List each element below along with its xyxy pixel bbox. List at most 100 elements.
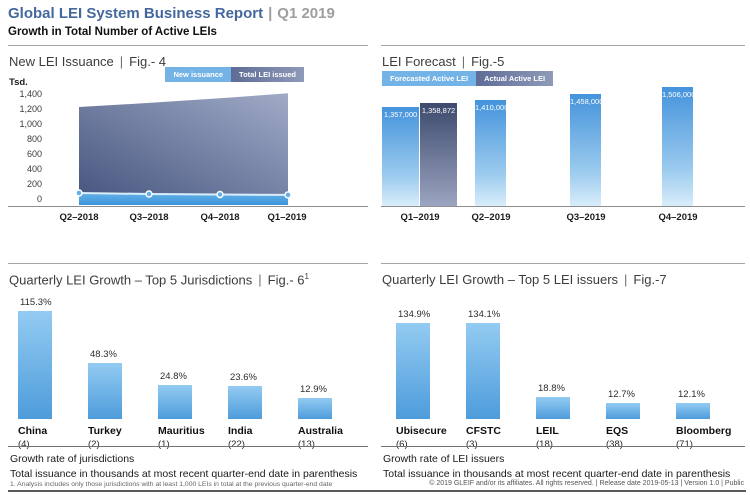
category-label: Bloomberg [676, 425, 732, 437]
category-count: (18) [536, 439, 553, 450]
fig6-fig-label: Fig.- 6 [267, 272, 305, 288]
bar-zone: 18.8% [536, 294, 570, 419]
category-label: China [18, 425, 48, 437]
fig6-caption-issuance: Total issuance in thousands at most rece… [10, 467, 358, 480]
growth-bar [466, 323, 500, 419]
category-count: (2) [88, 439, 100, 450]
report-period: Q1 2019 [277, 5, 335, 22]
section-new-lei-issuance: New LEI Issuance | Fig.- 4 New issuance To… [8, 45, 368, 264]
growth-value-label: 12.9% [300, 384, 327, 396]
bar-zone: 12.9% [298, 294, 332, 419]
category-label: Turkey [88, 425, 122, 437]
fig6-footnote: 1. Analysis includes only those jurisdic… [10, 481, 333, 488]
fig4-title: New LEI Issuance [9, 54, 114, 69]
growth-bar [536, 397, 570, 419]
category-label: Australia [298, 425, 343, 437]
growth-value-label: 12.7% [608, 388, 635, 400]
fig6-title: Quarterly LEI Growth – Top 5 Jurisdictio… [9, 272, 253, 288]
fig7-title: Quarterly LEI Growth – Top 5 LEI issuers [382, 272, 619, 287]
fig4-unit-label: Tsd. [9, 77, 28, 88]
x-axis-label: Q1–2019 [400, 212, 440, 223]
bar-column: 115.3% China (4) [18, 294, 88, 450]
growth-bar [606, 402, 640, 419]
bar-zone: 115.3% [18, 294, 52, 419]
forecast-bar: 1,410,000 [475, 100, 508, 206]
category-label: India [228, 425, 253, 437]
forecast-bar-value-label: 1,458,000 [570, 97, 604, 106]
fig4-title-row: New LEI Issuance | Fig.- 4 [9, 54, 368, 69]
bar-column: 18.8% LEIL (18) [536, 294, 606, 450]
x-axis-label: Q3–2019 [566, 212, 606, 223]
fig7-caption-growth-rate: Growth rate of LEI issuers [383, 453, 505, 465]
fig4-legend: New issuance Total LEI issued [165, 67, 304, 82]
actual-bar-value-label: 1,358,872 [421, 106, 456, 115]
y-tick-label: 600 [26, 149, 42, 159]
fig7-title-row: Quarterly LEI Growth – Top 5 LEI issuers… [382, 272, 745, 287]
bar-zone: 12.7% [606, 294, 640, 419]
category-count: (38) [606, 439, 623, 450]
report-title-row: Global LEI System Business Report | Q1 201… [8, 5, 335, 22]
fig4-data-marker [216, 190, 224, 199]
fig7-title-separator: | [624, 272, 628, 287]
category-label: Mauritius [158, 425, 205, 437]
bar-column: 48.3% Turkey (2) [88, 294, 158, 450]
fig4-fig-label: Fig.- 4 [129, 54, 167, 69]
growth-value-label: 134.1% [468, 309, 501, 321]
section-top5-jurisdictions: Quarterly LEI Growth – Top 5 Jurisdictio… [8, 263, 368, 495]
category-label: LEIL [536, 425, 559, 437]
fig4-data-marker [284, 191, 292, 199]
fig4-area-chart [63, 91, 303, 207]
bar-column: 23.6% India (22) [228, 294, 298, 450]
x-axis-label: Q3–2018 [129, 212, 169, 223]
y-tick-label: 1,400 [19, 89, 42, 99]
bar-column: 134.9% Ubisecure (6) [396, 294, 466, 450]
category-label: EQS [606, 425, 629, 437]
category-label: CFSTC [466, 425, 501, 437]
x-axis-label: Q4–2019 [658, 212, 698, 223]
category-count: (22) [228, 439, 245, 450]
category-count: (1) [158, 439, 170, 450]
y-tick-label: 800 [26, 134, 42, 144]
growth-bar [298, 398, 332, 419]
fig6-footnote-marker: 1 [304, 272, 309, 281]
fig6-bar-chart: 115.3% China (4) 48.3% Turkey (2) 24.8% Mauriti… [18, 294, 368, 450]
fig5-x-axis-labels: Q1–2019 Q2–2019 Q3–2019 Q4–2019 [381, 212, 745, 226]
fig5-title-separator: | [461, 54, 466, 69]
y-tick-label: 200 [26, 179, 42, 189]
bar-column: 134.1% CFSTC (3) [466, 294, 536, 450]
area-new-issuance [79, 193, 288, 205]
fig4-x-axis-line [8, 206, 368, 207]
fig6-title-row: Quarterly LEI Growth – Top 5 Jurisdictio… [9, 272, 368, 287]
growth-value-label: 18.8% [538, 383, 565, 395]
forecast-bar: 1,458,000 [570, 94, 604, 206]
x-axis-label: Q1–2019 [267, 212, 307, 223]
report-subtitle: Growth in Total Number of Active LEIs [8, 26, 217, 38]
fig4-y-axis: 1,400 1,200 1,000 800 600 400 200 0 [8, 46, 42, 264]
fig4-data-marker [145, 190, 153, 198]
section-top5-lei-issuers: Quarterly LEI Growth – Top 5 LEI issuers… [381, 263, 745, 495]
bar-column: 12.7% EQS (38) [606, 294, 676, 450]
report-footer: © 2019 GLEIF and/or its affiliates. All … [429, 480, 744, 487]
x-axis-label: Q4–2018 [200, 212, 240, 223]
fig6-captions: Growth rate of jurisdictions Total issua… [10, 452, 357, 481]
report-title: Global LEI System Business Report [8, 5, 264, 22]
forecast-bar: 1,357,000 [382, 107, 419, 206]
fig7-divider-line [381, 446, 745, 447]
y-tick-label: 400 [26, 164, 42, 174]
forecast-bar-value-label: 1,357,000 [383, 110, 418, 119]
actual-bar: 1,358,872 [420, 103, 457, 206]
title-separator: | [268, 5, 273, 22]
report-header: Global LEI System Business Report | Q1 201… [8, 5, 335, 38]
section-lei-forecast: LEI Forecast | Fig.-5 Forecasted Active LE… [381, 45, 745, 264]
fig4-plot-svg [75, 93, 292, 205]
fig5-fig-label: Fig.-5 [471, 54, 505, 69]
bar-zone: 24.8% [158, 294, 192, 419]
bar-zone: 23.6% [228, 294, 262, 419]
x-axis-label: Q2–2018 [59, 212, 99, 223]
forecast-bar-value-label: 1,506,000 [662, 90, 696, 99]
forecast-bar: 1,506,000 [662, 87, 696, 206]
fig6-caption-growth-rate: Growth rate of jurisdictions [10, 453, 135, 465]
growth-value-label: 12.1% [678, 389, 705, 401]
bar-zone: 134.9% [396, 294, 430, 419]
